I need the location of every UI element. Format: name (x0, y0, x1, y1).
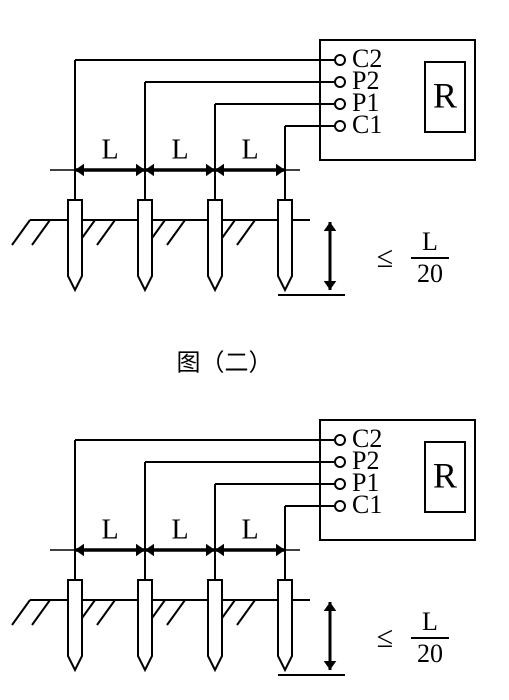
figure-caption: 图（二） (177, 351, 273, 377)
terminal-P2-port (335, 77, 345, 87)
terminal-P1-port (335, 479, 345, 489)
diagram-1: RC2P2P1C1LLL≤L20 (12, 40, 475, 295)
fraction-numerator: L (422, 607, 438, 636)
fraction-denominator: 20 (417, 259, 443, 288)
terminal-C1-label: C1 (352, 490, 382, 519)
leq-symbol: ≤ (377, 241, 393, 274)
terminal-C2-port (335, 55, 345, 65)
leq-symbol: ≤ (377, 621, 393, 654)
fraction-numerator: L (422, 227, 438, 256)
diagram-2: RC2P2P1C1LLL≤L20 (12, 420, 475, 675)
spacing-L-label-0: L (101, 514, 118, 545)
fraction-denominator: 20 (417, 639, 443, 668)
terminal-C1-port (335, 501, 345, 511)
meter-R-label: R (433, 455, 457, 495)
spacing-L-label-2: L (241, 514, 258, 545)
spacing-L-label-1: L (171, 134, 188, 165)
terminal-C1-label: C1 (352, 110, 382, 139)
terminal-P1-port (335, 99, 345, 109)
meter-R-label: R (433, 75, 457, 115)
spacing-L-label-2: L (241, 134, 258, 165)
terminal-P2-port (335, 457, 345, 467)
spacing-L-label-0: L (101, 134, 118, 165)
terminal-C1-port (335, 121, 345, 131)
terminal-C2-port (335, 435, 345, 445)
spacing-L-label-1: L (171, 514, 188, 545)
